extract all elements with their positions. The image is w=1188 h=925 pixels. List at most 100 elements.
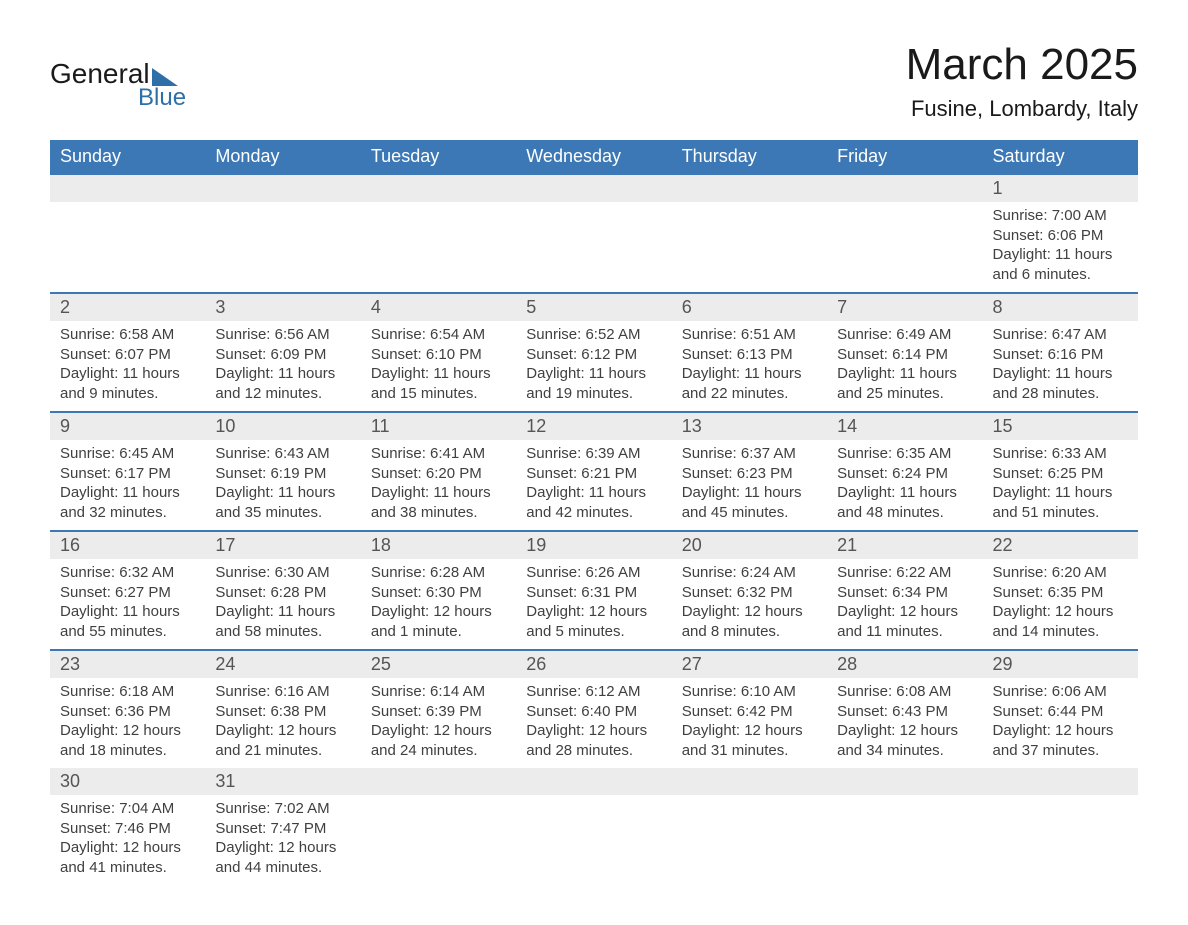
weekday-header: Monday [205,140,360,174]
detail-daylight1: Daylight: 12 hours [837,721,972,741]
calendar-week-row: 30Sunrise: 7:04 AMSunset: 7:46 PMDayligh… [50,768,1138,885]
day-number: 10 [205,413,360,440]
calendar-cell [983,768,1138,885]
detail-daylight1: Daylight: 12 hours [215,838,350,858]
detail-daylight2: and 55 minutes. [60,622,195,642]
day-details: Sunrise: 7:04 AMSunset: 7:46 PMDaylight:… [50,795,205,885]
detail-sunrise: Sunrise: 6:28 AM [371,563,506,583]
weekday-header: Tuesday [361,140,516,174]
detail-daylight2: and 34 minutes. [837,741,972,761]
day-details: Sunrise: 6:56 AMSunset: 6:09 PMDaylight:… [205,321,360,411]
day-number: 12 [516,413,671,440]
detail-daylight2: and 48 minutes. [837,503,972,523]
detail-daylight1: Daylight: 11 hours [60,483,195,503]
detail-sunrise: Sunrise: 6:14 AM [371,682,506,702]
calendar-week-row: 2Sunrise: 6:58 AMSunset: 6:07 PMDaylight… [50,293,1138,412]
detail-sunset: Sunset: 6:32 PM [682,583,817,603]
calendar-cell: 19Sunrise: 6:26 AMSunset: 6:31 PMDayligh… [516,531,671,650]
detail-sunset: Sunset: 6:25 PM [993,464,1128,484]
calendar-cell: 7Sunrise: 6:49 AMSunset: 6:14 PMDaylight… [827,293,982,412]
detail-sunrise: Sunrise: 6:37 AM [682,444,817,464]
detail-sunrise: Sunrise: 6:24 AM [682,563,817,583]
detail-daylight2: and 35 minutes. [215,503,350,523]
day-number: 9 [50,413,205,440]
detail-sunrise: Sunrise: 6:16 AM [215,682,350,702]
calendar-cell: 13Sunrise: 6:37 AMSunset: 6:23 PMDayligh… [672,412,827,531]
detail-sunset: Sunset: 6:19 PM [215,464,350,484]
detail-sunrise: Sunrise: 6:08 AM [837,682,972,702]
detail-daylight2: and 42 minutes. [526,503,661,523]
calendar-cell [516,174,671,293]
detail-daylight1: Daylight: 11 hours [371,483,506,503]
detail-sunrise: Sunrise: 6:52 AM [526,325,661,345]
detail-sunrise: Sunrise: 6:18 AM [60,682,195,702]
calendar-cell: 9Sunrise: 6:45 AMSunset: 6:17 PMDaylight… [50,412,205,531]
detail-sunset: Sunset: 6:21 PM [526,464,661,484]
detail-sunset: Sunset: 6:16 PM [993,345,1128,365]
detail-daylight2: and 24 minutes. [371,741,506,761]
calendar-cell: 16Sunrise: 6:32 AMSunset: 6:27 PMDayligh… [50,531,205,650]
detail-sunrise: Sunrise: 6:45 AM [60,444,195,464]
detail-daylight2: and 19 minutes. [526,384,661,404]
day-details: Sunrise: 6:32 AMSunset: 6:27 PMDaylight:… [50,559,205,649]
detail-daylight1: Daylight: 11 hours [993,483,1128,503]
day-number: 14 [827,413,982,440]
detail-daylight1: Daylight: 11 hours [682,483,817,503]
day-number [827,768,982,795]
detail-sunrise: Sunrise: 6:10 AM [682,682,817,702]
detail-sunset: Sunset: 6:34 PM [837,583,972,603]
day-details [516,795,671,815]
detail-daylight1: Daylight: 12 hours [60,838,195,858]
calendar-cell: 15Sunrise: 6:33 AMSunset: 6:25 PMDayligh… [983,412,1138,531]
detail-daylight2: and 25 minutes. [837,384,972,404]
detail-daylight1: Daylight: 11 hours [526,364,661,384]
detail-daylight1: Daylight: 12 hours [60,721,195,741]
day-number: 11 [361,413,516,440]
day-number: 20 [672,532,827,559]
day-number: 27 [672,651,827,678]
detail-sunset: Sunset: 6:42 PM [682,702,817,722]
weekday-header: Friday [827,140,982,174]
day-details: Sunrise: 6:12 AMSunset: 6:40 PMDaylight:… [516,678,671,768]
detail-sunrise: Sunrise: 6:56 AM [215,325,350,345]
day-number: 28 [827,651,982,678]
calendar-cell: 26Sunrise: 6:12 AMSunset: 6:40 PMDayligh… [516,650,671,768]
detail-daylight2: and 21 minutes. [215,741,350,761]
calendar-cell: 25Sunrise: 6:14 AMSunset: 6:39 PMDayligh… [361,650,516,768]
detail-daylight1: Daylight: 12 hours [993,602,1128,622]
calendar-cell: 4Sunrise: 6:54 AMSunset: 6:10 PMDaylight… [361,293,516,412]
detail-daylight2: and 9 minutes. [60,384,195,404]
detail-daylight2: and 45 minutes. [682,503,817,523]
day-number [672,175,827,202]
detail-sunrise: Sunrise: 7:04 AM [60,799,195,819]
calendar-cell [827,768,982,885]
day-number [50,175,205,202]
day-details: Sunrise: 7:00 AMSunset: 6:06 PMDaylight:… [983,202,1138,292]
detail-sunrise: Sunrise: 6:32 AM [60,563,195,583]
day-number: 2 [50,294,205,321]
calendar-cell: 30Sunrise: 7:04 AMSunset: 7:46 PMDayligh… [50,768,205,885]
detail-daylight2: and 1 minute. [371,622,506,642]
detail-sunrise: Sunrise: 6:20 AM [993,563,1128,583]
detail-sunrise: Sunrise: 7:02 AM [215,799,350,819]
day-number: 25 [361,651,516,678]
day-number: 30 [50,768,205,795]
calendar-cell [361,768,516,885]
detail-daylight2: and 5 minutes. [526,622,661,642]
calendar-cell [827,174,982,293]
detail-sunset: Sunset: 6:27 PM [60,583,195,603]
detail-daylight2: and 51 minutes. [993,503,1128,523]
detail-sunset: Sunset: 6:06 PM [993,226,1128,246]
day-number: 6 [672,294,827,321]
calendar-cell: 24Sunrise: 6:16 AMSunset: 6:38 PMDayligh… [205,650,360,768]
detail-daylight2: and 28 minutes. [993,384,1128,404]
detail-sunset: Sunset: 7:47 PM [215,819,350,839]
weekday-header-row: Sunday Monday Tuesday Wednesday Thursday… [50,140,1138,174]
detail-sunrise: Sunrise: 6:54 AM [371,325,506,345]
day-details [205,202,360,222]
calendar-cell [672,768,827,885]
day-number [983,768,1138,795]
day-details [361,202,516,222]
detail-daylight2: and 58 minutes. [215,622,350,642]
day-details: Sunrise: 6:35 AMSunset: 6:24 PMDaylight:… [827,440,982,530]
